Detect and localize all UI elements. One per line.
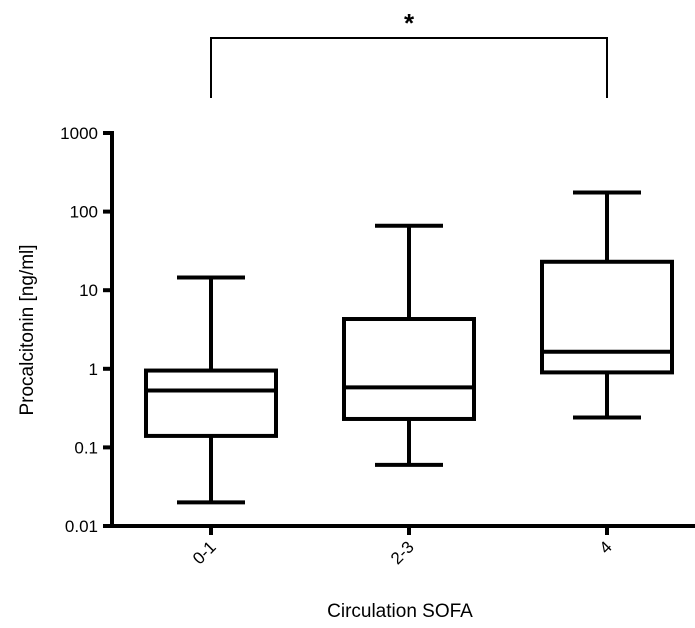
bracket-line [210,37,608,98]
y-tick-label: 10 [79,281,98,300]
y-tick-label: 1000 [60,124,98,143]
x-axis-title: Circulation SOFA [327,601,473,622]
iqr-box [144,368,278,438]
x-tick-label: 4 [596,537,616,557]
box-2-3 [342,223,476,467]
significance-bracket: * [210,8,608,98]
box-4 [540,190,674,420]
x-tick-label: 2-3 [387,537,418,568]
y-tick-label: 100 [70,203,98,222]
iqr-box [540,259,674,375]
y-tick-label: 0.01 [65,517,98,536]
y-tick-label: 0.1 [74,438,98,457]
x-tick-label: 0-1 [189,537,220,568]
box-0-1 [144,275,278,505]
significance-label: * [404,8,415,38]
boxes [144,190,674,505]
iqr-box [342,317,476,421]
y-axis-title: Procalcitonin [ng/ml] [17,244,38,415]
y-tick-label: 1 [89,360,98,379]
